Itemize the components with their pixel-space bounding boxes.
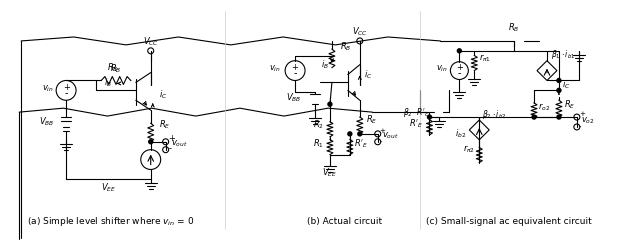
Circle shape <box>149 140 153 144</box>
Text: $v_{out}$: $v_{out}$ <box>382 131 398 141</box>
Text: $i_C$: $i_C$ <box>562 78 570 91</box>
Text: $R'_E$: $R'_E$ <box>354 138 368 150</box>
Text: $V_{CC}$: $V_{CC}$ <box>143 35 158 48</box>
Text: $V_{EE}$: $V_{EE}$ <box>322 167 338 179</box>
Text: $V_{CC}$: $V_{CC}$ <box>352 25 368 38</box>
Text: $R_B$: $R_B$ <box>340 41 351 53</box>
Text: -: - <box>293 69 297 79</box>
Text: $R_1$: $R_1$ <box>313 138 324 150</box>
Text: $i_C$: $i_C$ <box>364 69 372 81</box>
Text: $V_{BB}$: $V_{BB}$ <box>286 91 301 104</box>
Text: $V_{EE}$: $V_{EE}$ <box>101 181 116 194</box>
Text: +: + <box>292 63 298 72</box>
Circle shape <box>557 88 561 92</box>
Text: $R_B$: $R_B$ <box>107 61 119 74</box>
Text: $i_{b2}$: $i_{b2}$ <box>456 128 466 140</box>
Text: -: - <box>457 69 461 79</box>
Circle shape <box>557 78 561 83</box>
Text: -: - <box>64 88 68 98</box>
Text: -: - <box>380 138 382 144</box>
Text: +: + <box>456 63 463 72</box>
Text: $R_E$: $R_E$ <box>564 98 575 111</box>
Text: $v_{in}$: $v_{in}$ <box>435 64 447 74</box>
Circle shape <box>532 115 536 119</box>
Circle shape <box>428 115 432 119</box>
Text: $r_{\pi 2}$: $r_{\pi 2}$ <box>463 144 475 155</box>
Text: (b) Actual circuit: (b) Actual circuit <box>307 217 382 226</box>
Text: $v_{out}$: $v_{out}$ <box>170 139 187 149</box>
Circle shape <box>348 132 352 136</box>
Text: +: + <box>168 134 175 143</box>
Text: -: - <box>168 144 172 153</box>
Text: $\beta_2 \cdot R'_c$: $\beta_2 \cdot R'_c$ <box>403 106 430 119</box>
Text: $i_B$: $i_B$ <box>104 76 112 89</box>
Text: +: + <box>62 83 69 92</box>
Text: $\beta_2 \cdot i_{b2}$: $\beta_2 \cdot i_{b2}$ <box>482 108 507 121</box>
Text: -: - <box>579 123 581 129</box>
Text: +: + <box>380 128 386 134</box>
Text: $R_E$: $R_E$ <box>158 119 170 131</box>
Text: $V_{BB}$: $V_{BB}$ <box>38 116 54 128</box>
Text: $R_B$: $R_B$ <box>509 22 520 34</box>
Text: $i_C$: $i_C$ <box>158 88 167 101</box>
Circle shape <box>457 49 461 53</box>
Text: $v_{in}$: $v_{in}$ <box>42 83 54 94</box>
Text: (a) Simple level shifter where $v_{in}$ = 0: (a) Simple level shifter where $v_{in}$ … <box>27 215 194 228</box>
Text: +: + <box>579 111 585 117</box>
Text: $v_{o2}$: $v_{o2}$ <box>581 115 594 125</box>
Text: (c) Small-signal ac equivalent circuit: (c) Small-signal ac equivalent circuit <box>427 217 592 226</box>
Text: $R_B$: $R_B$ <box>110 62 122 74</box>
Text: $v_{in}$: $v_{in}$ <box>269 64 281 74</box>
Text: $R'_E$: $R'_E$ <box>410 118 423 130</box>
Text: $i_B$: $i_B$ <box>321 59 329 71</box>
Text: $r_{o2}$: $r_{o2}$ <box>538 101 550 113</box>
Text: $R_2$: $R_2$ <box>313 119 324 131</box>
Text: $R_E$: $R_E$ <box>366 113 377 125</box>
Text: $\beta_1 \cdot i_{b1}$: $\beta_1 \cdot i_{b1}$ <box>551 48 575 61</box>
Circle shape <box>557 115 561 119</box>
Text: $r_{\pi 1}$: $r_{\pi 1}$ <box>480 53 492 64</box>
Circle shape <box>358 132 362 136</box>
Circle shape <box>328 102 332 106</box>
